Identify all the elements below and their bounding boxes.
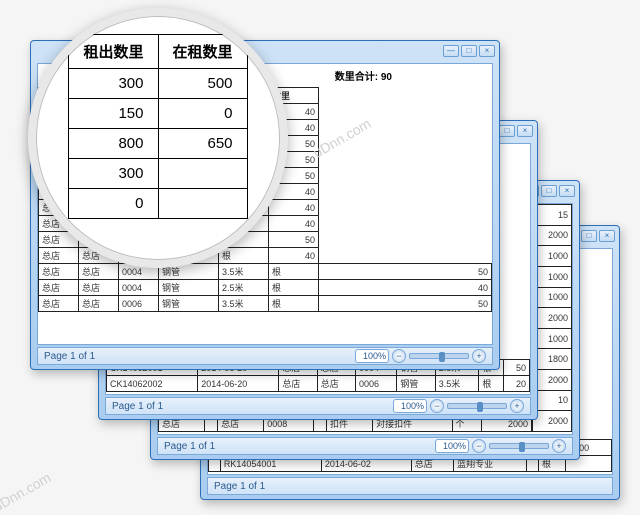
table-row: 总店总店0006钢管3.5米根50 [39, 296, 492, 312]
col-header-rented-out: 租出数里 [69, 35, 158, 69]
zoom-slider[interactable] [447, 403, 507, 409]
watermark: uDnn.com [0, 469, 54, 515]
zoom-in-button[interactable]: + [510, 399, 524, 413]
zoom-in-button[interactable]: + [472, 349, 486, 363]
col-header-in-rent: 在租数里 [158, 35, 247, 69]
table-row: 1500 [69, 99, 247, 129]
page-indicator: Page 1 of 1 [164, 441, 215, 452]
table-row: 300500 [69, 69, 247, 99]
zoom-level[interactable]: 100% [393, 399, 427, 413]
page-indicator: Page 1 of 1 [112, 401, 163, 412]
close-button[interactable]: × [517, 125, 533, 137]
zoom-out-button[interactable]: − [430, 399, 444, 413]
table-row: 300 [69, 159, 247, 189]
zoom-in-button[interactable]: + [552, 439, 566, 453]
status-bar: Page 1 of 1 100% − + [157, 437, 573, 455]
maximize-button[interactable]: □ [461, 45, 477, 57]
side-values-table: 15 2000 1000 1000 1000 2000 1000 1800 20… [532, 204, 572, 432]
table-row: 总店总店0004钢管3.5米根50 [39, 264, 492, 280]
zoom-out-button[interactable]: − [392, 349, 406, 363]
maximize-button[interactable]: □ [581, 230, 597, 242]
zoom-level[interactable]: 100% [355, 349, 389, 363]
zoom-slider[interactable] [409, 353, 469, 359]
status-bar: Page 1 of 1 [207, 477, 613, 495]
zoom-out-button[interactable]: − [472, 439, 486, 453]
zoom-slider[interactable] [489, 443, 549, 449]
table-row: 总店总店0004钢管2.5米根40 [39, 280, 492, 296]
table-row: CK140620022014-06-20总店总店0006钢管3.5米根20 [107, 376, 530, 392]
minimize-button[interactable]: — [443, 45, 459, 57]
maximize-button[interactable]: □ [499, 125, 515, 137]
status-bar: Page 1 of 1 100% − + [105, 397, 531, 415]
close-button[interactable]: × [479, 45, 495, 57]
table-row: 0 [69, 189, 247, 219]
table-row: 800650 [69, 129, 247, 159]
zoom-level[interactable]: 100% [435, 439, 469, 453]
magnifier-table: 租出数里在租数里 300500 1500 800650 300 0 [68, 34, 247, 219]
close-button[interactable]: × [599, 230, 615, 242]
status-bar: Page 1 of 1 100% − + [37, 347, 493, 365]
close-button[interactable]: × [559, 185, 575, 197]
magnifier-lens: 租出数里在租数里 300500 1500 800650 300 0 [28, 8, 288, 268]
page-indicator: Page 1 of 1 [214, 481, 265, 492]
maximize-button[interactable]: □ [541, 185, 557, 197]
page-indicator: Page 1 of 1 [44, 351, 95, 362]
